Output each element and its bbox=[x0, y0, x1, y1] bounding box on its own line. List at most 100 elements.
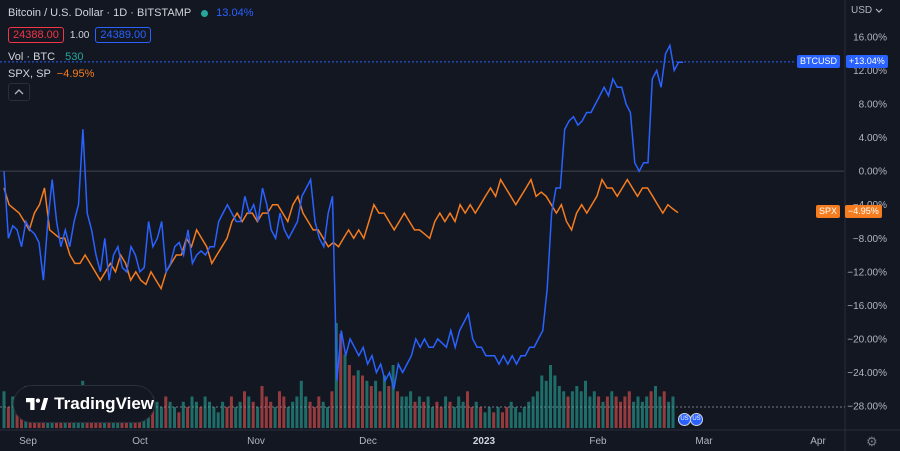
volume-bar bbox=[649, 391, 653, 429]
volume-legend[interactable]: Vol · BTC 530 bbox=[8, 51, 83, 63]
volume-bar bbox=[221, 401, 225, 429]
volume-bar bbox=[623, 396, 627, 428]
volume-bar bbox=[396, 391, 399, 429]
volume-bar bbox=[15, 412, 19, 429]
volume-bar bbox=[496, 407, 500, 428]
volume-bar bbox=[352, 375, 356, 428]
volume-bar bbox=[422, 401, 426, 429]
volume-bar bbox=[570, 391, 574, 429]
time-axis[interactable]: Sep Oct Nov Dec 2023 Feb Mar Apr bbox=[19, 436, 826, 447]
volume-bar bbox=[11, 396, 15, 428]
ask-price[interactable]: 24389.00 bbox=[95, 27, 152, 43]
volume-bar bbox=[457, 396, 461, 428]
volume-bar bbox=[597, 396, 601, 428]
volume-bar bbox=[374, 380, 378, 429]
x-tick-label: Apr bbox=[810, 436, 826, 447]
volume-bar bbox=[610, 391, 614, 429]
volume-bar bbox=[164, 396, 168, 428]
spread-value: 1.00 bbox=[69, 29, 90, 41]
volume-bar bbox=[273, 407, 277, 428]
volume-bar bbox=[278, 391, 281, 429]
currency-selector[interactable]: USD bbox=[851, 5, 883, 16]
volume-bar bbox=[584, 380, 587, 429]
y-tick-label: 4.00% bbox=[859, 133, 887, 144]
volume-bar bbox=[155, 401, 159, 429]
x-tick-label: Dec bbox=[359, 436, 377, 447]
volume-bar bbox=[203, 396, 207, 428]
volume-bar bbox=[216, 412, 220, 429]
volume-bar bbox=[321, 401, 325, 429]
volume-bar bbox=[671, 396, 675, 428]
volume-bar bbox=[522, 407, 526, 428]
volume-bar bbox=[413, 401, 417, 429]
volume-bar bbox=[492, 412, 496, 429]
x-tick-label: 2023 bbox=[473, 436, 496, 447]
volume-bar bbox=[452, 407, 456, 428]
chevron-down-icon bbox=[875, 8, 883, 13]
spx-price-tag: SPX bbox=[816, 205, 841, 218]
logo-text: TradingView bbox=[54, 394, 154, 413]
us-flag-event-icon[interactable]: US bbox=[678, 413, 691, 426]
volume-bar bbox=[264, 396, 268, 428]
volume-bar bbox=[326, 407, 329, 428]
price-axis[interactable]: 16.00%12.00%8.00%4.00%0.00%−4.00%−8.00%−… bbox=[847, 33, 887, 413]
volume-bar bbox=[181, 401, 185, 429]
currency-label: USD bbox=[851, 5, 873, 16]
chevron-up-icon[interactable] bbox=[8, 83, 30, 101]
volume-bar bbox=[234, 407, 238, 428]
volume-bar bbox=[448, 401, 452, 429]
volume-bar bbox=[518, 412, 522, 429]
volume-bar bbox=[461, 401, 465, 429]
y-tick-label: −8.00% bbox=[853, 234, 887, 245]
volume-bar bbox=[426, 396, 430, 428]
volume-bar bbox=[654, 386, 657, 428]
volume-bar bbox=[247, 396, 251, 428]
volume-bar bbox=[662, 391, 666, 429]
btc-tag-label: BTCUSD bbox=[800, 56, 838, 66]
y-tick-label: 8.00% bbox=[859, 100, 887, 111]
compare-legend[interactable]: SPX, SP −4.95% bbox=[8, 68, 94, 80]
volume-bar bbox=[312, 407, 316, 428]
volume-bar bbox=[601, 401, 605, 429]
y-tick-label: 12.00% bbox=[853, 66, 887, 77]
volume-bar bbox=[286, 407, 290, 428]
volume-bar bbox=[514, 407, 518, 428]
volume-bar bbox=[409, 391, 413, 429]
volume-bar bbox=[549, 365, 552, 428]
gear-icon[interactable]: ⚙ bbox=[866, 434, 878, 449]
volume-bar bbox=[356, 370, 360, 429]
bid-price[interactable]: 24388.00 bbox=[8, 27, 64, 43]
us-flag-event-icon-2[interactable]: US bbox=[690, 413, 703, 426]
volume-bar bbox=[619, 401, 622, 429]
volume-bar bbox=[208, 401, 211, 429]
volume-bar bbox=[295, 396, 299, 428]
volume-bar bbox=[190, 396, 194, 428]
x-tick-label: Feb bbox=[589, 436, 607, 447]
volume-bar bbox=[365, 380, 369, 429]
btc-price-tag: BTCUSD bbox=[797, 55, 841, 68]
tradingview-logo-icon bbox=[26, 398, 49, 410]
compare-change: −4.95% bbox=[56, 68, 95, 80]
volume-bar bbox=[212, 407, 216, 428]
volume-bar bbox=[509, 401, 513, 429]
spx-tag-value: −4.95% bbox=[848, 206, 879, 216]
volume-bar bbox=[553, 375, 557, 428]
symbol-legend[interactable]: Bitcoin / U.S. Dollar · 1D · BITSTAMP 13… bbox=[8, 7, 253, 19]
y-tick-label: 16.00% bbox=[853, 33, 887, 44]
volume-bar bbox=[562, 391, 566, 429]
volume-bar bbox=[417, 396, 421, 428]
volume-bar bbox=[330, 391, 334, 429]
volume-bar bbox=[614, 396, 618, 428]
volume-bar bbox=[636, 396, 640, 428]
x-tick-label: Mar bbox=[695, 436, 713, 447]
volume-value: 530 bbox=[65, 51, 84, 63]
volume-bar bbox=[260, 386, 264, 428]
btcusd-series-line bbox=[3, 43, 683, 390]
compare-label: SPX, SP bbox=[8, 68, 51, 80]
tradingview-logo[interactable]: TradingView bbox=[13, 385, 155, 423]
y-tick-label: −28.00% bbox=[847, 402, 887, 413]
symbol-title: Bitcoin / U.S. Dollar · 1D · BITSTAMP bbox=[8, 7, 192, 19]
volume-bar bbox=[640, 401, 644, 429]
volume-bar bbox=[173, 407, 176, 428]
